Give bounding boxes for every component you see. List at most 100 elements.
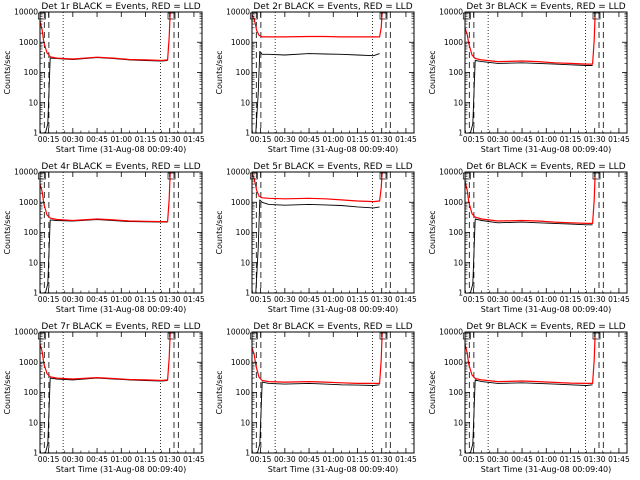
marker-box bbox=[592, 332, 601, 340]
x-tick-label: 00:45 bbox=[298, 135, 320, 144]
x-tick-label: 01:30 bbox=[371, 135, 393, 144]
y-tick-label: 10 bbox=[240, 258, 250, 267]
lld-series-line bbox=[251, 331, 383, 384]
x-tick-label: 01:45 bbox=[608, 135, 630, 144]
y-tick-label: 1 bbox=[33, 129, 38, 138]
y-tick-label: 100 bbox=[24, 68, 39, 77]
x-axis-label: Start Time (31-Aug-08 00:09:40) bbox=[56, 145, 187, 154]
x-tick-label: 01:30 bbox=[584, 295, 606, 304]
y-tick-label: 10 bbox=[453, 98, 463, 107]
y-tick-label: 10000 bbox=[439, 328, 463, 337]
x-tick-label: 01:15 bbox=[560, 295, 582, 304]
x-tick-label: 01:45 bbox=[183, 455, 205, 464]
panel-title: Det 2r BLACK = Events, RED = LLD bbox=[253, 2, 412, 12]
x-axis-label: Start Time (31-Aug-08 00:09:40) bbox=[481, 145, 612, 154]
marker-box bbox=[379, 332, 388, 340]
x-tick-label: 00:30 bbox=[274, 455, 296, 464]
x-tick-label: 01:00 bbox=[110, 295, 132, 304]
x-tick-label: 00:15 bbox=[463, 455, 485, 464]
x-tick-label: 00:45 bbox=[86, 455, 108, 464]
y-axis-label: Counts/sec bbox=[215, 370, 224, 414]
panel-title: Det 4r BLACK = Events, RED = LLD bbox=[41, 162, 200, 172]
x-tick-label: 00:30 bbox=[487, 135, 509, 144]
panel-title: Det 8r BLACK = Events, RED = LLD bbox=[253, 322, 412, 332]
x-tick-label: 00:15 bbox=[38, 295, 60, 304]
x-tick-label: 01:00 bbox=[322, 135, 344, 144]
y-tick-label: 100 bbox=[449, 68, 464, 77]
panel-title: Det 5r BLACK = Events, RED = LLD bbox=[253, 162, 412, 172]
x-tick-label: 00:15 bbox=[463, 295, 485, 304]
x-tick-label: 01:15 bbox=[135, 295, 157, 304]
detector-panel: Det 7r BLACK = Events, RED = LLD 1 10 100 10… bbox=[3, 322, 205, 474]
detector-panel: Det 1r BLACK = Events, RED = LLD 1 10 100 10… bbox=[3, 2, 205, 154]
y-tick-label: 10000 bbox=[226, 168, 250, 177]
y-axis-label: Counts/sec bbox=[428, 50, 437, 94]
y-tick-label: 100 bbox=[24, 228, 39, 237]
y-tick-label: 1000 bbox=[19, 38, 38, 47]
y-tick-label: 1 bbox=[458, 449, 463, 458]
lld-series-line bbox=[464, 331, 596, 384]
y-axis-label: Counts/sec bbox=[428, 370, 437, 414]
lld-series-line bbox=[251, 171, 383, 203]
x-tick-label: 00:15 bbox=[250, 455, 272, 464]
x-tick-label: 01:15 bbox=[560, 135, 582, 144]
x-tick-label: 00:15 bbox=[38, 135, 60, 144]
x-tick-label: 01:15 bbox=[135, 455, 157, 464]
y-tick-label: 1 bbox=[33, 289, 38, 298]
x-axis-label: Start Time (31-Aug-08 00:09:40) bbox=[268, 465, 399, 474]
detector-panel: Det 3r BLACK = Events, RED = LLD 1 10 100 10… bbox=[428, 2, 630, 154]
x-tick-label: 01:45 bbox=[395, 135, 417, 144]
y-tick-label: 1000 bbox=[19, 198, 38, 207]
x-tick-label: 01:15 bbox=[347, 455, 369, 464]
y-tick-label: 1000 bbox=[19, 358, 38, 367]
x-tick-label: 00:30 bbox=[62, 295, 84, 304]
x-tick-label: 00:45 bbox=[86, 295, 108, 304]
x-tick-label: 00:15 bbox=[250, 295, 272, 304]
events-series-line bbox=[254, 381, 380, 454]
panel-title: Det 9r BLACK = Events, RED = LLD bbox=[466, 322, 625, 332]
x-tick-label: 00:30 bbox=[62, 135, 84, 144]
y-tick-label: 1000 bbox=[444, 198, 463, 207]
events-series-line bbox=[467, 379, 593, 454]
x-tick-label: 00:15 bbox=[463, 135, 485, 144]
y-tick-label: 100 bbox=[236, 68, 251, 77]
x-tick-label: 01:30 bbox=[584, 455, 606, 464]
marker-box bbox=[379, 172, 388, 180]
marker-box bbox=[592, 172, 601, 180]
x-tick-label: 01:30 bbox=[159, 455, 181, 464]
x-tick-label: 01:30 bbox=[159, 135, 181, 144]
y-tick-label: 10 bbox=[453, 258, 463, 267]
marker-box bbox=[167, 332, 176, 340]
lld-series-line bbox=[39, 171, 171, 223]
x-tick-label: 00:30 bbox=[274, 135, 296, 144]
y-axis-label: Counts/sec bbox=[3, 50, 12, 94]
y-tick-label: 1 bbox=[458, 289, 463, 298]
x-tick-label: 00:15 bbox=[38, 455, 60, 464]
x-tick-label: 01:45 bbox=[183, 295, 205, 304]
events-series-line bbox=[255, 50, 380, 134]
y-tick-label: 100 bbox=[236, 388, 251, 397]
x-tick-label: 01:45 bbox=[395, 455, 417, 464]
x-axis-label: Start Time (31-Aug-08 00:09:40) bbox=[56, 465, 187, 474]
detector-panel: Det 2r BLACK = Events, RED = LLD 1 10 100 10… bbox=[215, 2, 417, 154]
x-tick-label: 01:30 bbox=[159, 295, 181, 304]
y-tick-label: 1 bbox=[245, 289, 250, 298]
x-axis-label: Start Time (31-Aug-08 00:09:40) bbox=[268, 145, 399, 154]
x-tick-label: 00:45 bbox=[86, 135, 108, 144]
x-tick-label: 01:30 bbox=[584, 135, 606, 144]
lld-series-line bbox=[464, 171, 596, 224]
events-series-line bbox=[467, 60, 593, 134]
x-tick-label: 01:00 bbox=[535, 455, 557, 464]
x-axis-label: Start Time (31-Aug-08 00:09:40) bbox=[56, 305, 187, 314]
x-tick-label: 01:45 bbox=[395, 295, 417, 304]
x-axis-label: Start Time (31-Aug-08 00:09:40) bbox=[268, 305, 399, 314]
y-tick-label: 1 bbox=[458, 129, 463, 138]
events-series-line bbox=[255, 199, 380, 294]
lld-series-line bbox=[39, 331, 171, 382]
x-tick-label: 00:45 bbox=[298, 295, 320, 304]
y-tick-label: 1000 bbox=[231, 38, 250, 47]
y-axis-label: Counts/sec bbox=[428, 210, 437, 254]
x-tick-label: 00:30 bbox=[487, 455, 509, 464]
y-axis-label: Counts/sec bbox=[3, 210, 12, 254]
x-tick-label: 01:30 bbox=[371, 455, 393, 464]
